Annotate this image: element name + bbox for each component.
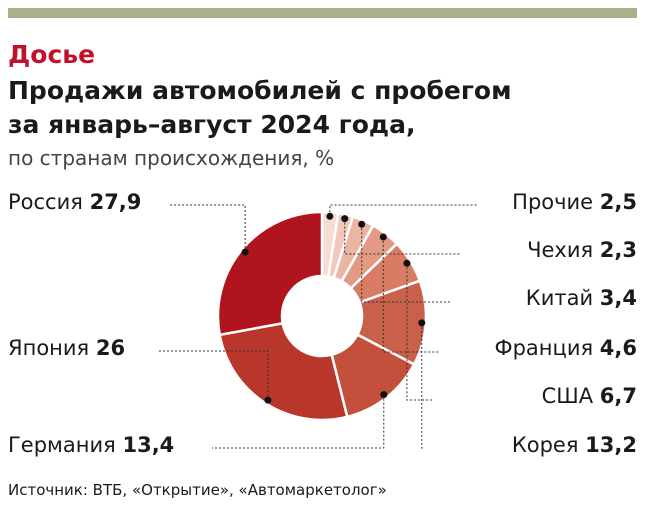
leader-dot-1 [341, 215, 349, 223]
label-france: Франция 4,6 [495, 336, 637, 360]
label-czech: Чехия 2,3 [527, 238, 637, 262]
label-czech-value: 2,3 [599, 238, 637, 262]
leader-dot-0 [326, 212, 334, 220]
leader-dot-4 [403, 259, 411, 267]
leader-dot-2 [358, 220, 366, 228]
leader-line-5 [421, 322, 424, 449]
leader-line-3 [382, 236, 440, 353]
leader-lines [158, 204, 478, 449]
label-usa-name: США [541, 384, 594, 408]
label-japan-value: 26 [95, 336, 126, 360]
label-china: Китай 3,4 [526, 286, 637, 310]
label-japan-name: Япония [8, 336, 90, 360]
source-note: Источник: ВТБ, «Открытие», «Автомаркетол… [8, 481, 387, 499]
leader-dot-7 [264, 396, 272, 404]
label-other-value: 2,5 [599, 190, 637, 214]
label-germany: Германия 13,4 [8, 433, 174, 457]
label-russia-name: Россия [8, 190, 83, 214]
donut-slices [216, 210, 428, 422]
label-france-value: 4,6 [599, 336, 637, 360]
label-other-name: Прочие [512, 190, 594, 214]
chart-title-line-1: Продажи автомобилей с пробегом [8, 76, 512, 105]
label-korea-name: Корея [511, 433, 579, 457]
leader-dot-6 [380, 391, 388, 399]
label-other: Прочие 2,5 [512, 190, 637, 214]
slice-8 [216, 210, 324, 337]
section-label: Досье [8, 40, 96, 69]
label-usa: США 6,7 [542, 384, 637, 408]
leader-line-6 [212, 394, 385, 449]
leader-line-4 [406, 263, 432, 401]
leader-dot-5 [418, 319, 426, 327]
label-germany-value: 13,4 [122, 433, 175, 457]
leader-dot-8 [241, 248, 249, 256]
label-usa-value: 6,7 [599, 384, 637, 408]
top-accent-bar [8, 8, 637, 18]
label-germany-name: Германия [8, 433, 116, 457]
label-korea-value: 13,2 [585, 433, 637, 457]
leader-line-2 [361, 224, 450, 303]
label-czech-name: Чехия [527, 238, 594, 262]
leader-line-1 [344, 218, 460, 255]
chart-title: Продажи автомобилей с пробегом за январь… [8, 74, 512, 142]
leader-line-8 [168, 204, 246, 253]
leader-line-0 [329, 204, 478, 217]
slice-7 [218, 321, 349, 422]
label-korea: Корея 13,2 [512, 433, 637, 457]
label-japan: Япония 26 [8, 336, 125, 360]
label-france-name: Франция [494, 336, 594, 360]
label-russia: Россия 27,9 [8, 190, 141, 214]
label-china-value: 3,4 [599, 286, 637, 310]
label-russia-value: 27,9 [89, 190, 142, 214]
leader-dot-3 [379, 233, 387, 241]
chart-title-line-2: за январь–август 2024 года, [8, 110, 416, 139]
label-china-name: Китай [525, 286, 594, 310]
chart-subtitle: по странам происхождения, % [8, 146, 335, 170]
leader-line-7 [158, 350, 269, 401]
